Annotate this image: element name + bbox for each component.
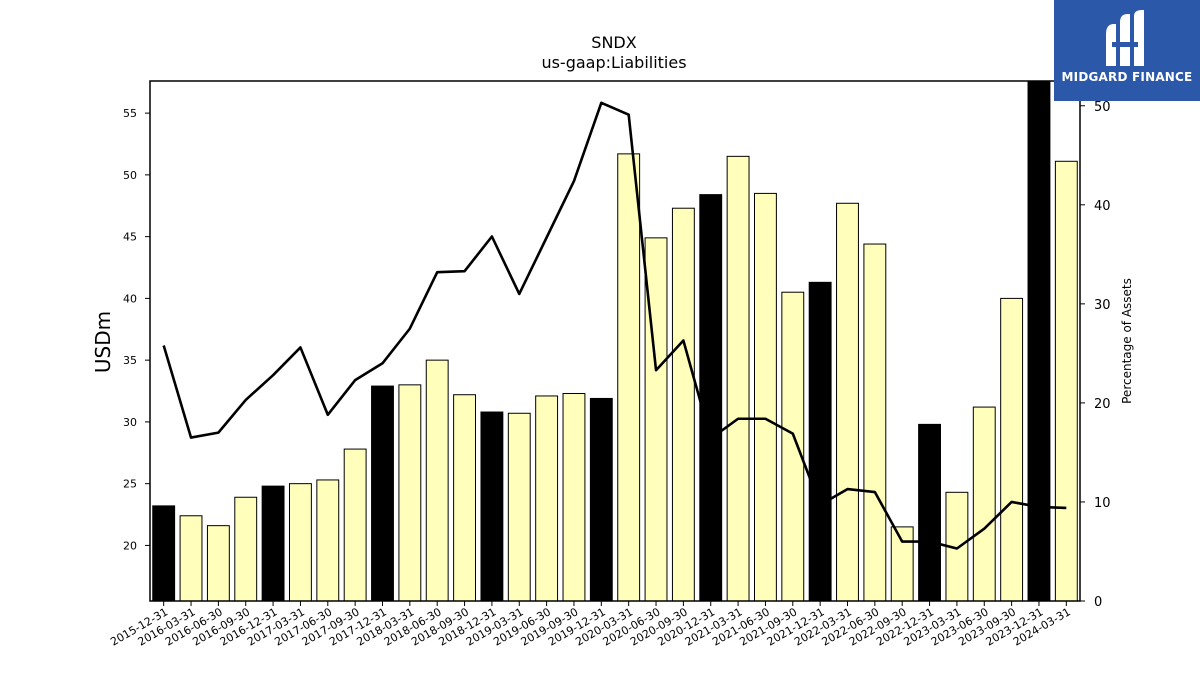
y2-tick-label: 50 bbox=[1094, 100, 1111, 115]
bar bbox=[398, 384, 422, 602]
y-tick-label: 40 bbox=[123, 292, 137, 305]
bar bbox=[808, 281, 832, 602]
bar bbox=[589, 397, 613, 602]
y-tick-label: 50 bbox=[123, 169, 137, 182]
logo-mark-icon bbox=[1106, 10, 1144, 66]
y2-tick-label: 0 bbox=[1094, 595, 1102, 610]
bar bbox=[1000, 297, 1024, 602]
y-tick-label: 55 bbox=[123, 107, 137, 120]
bar bbox=[152, 505, 176, 602]
bar bbox=[507, 412, 531, 602]
y-axis-label: USDm bbox=[91, 311, 115, 373]
y-tick-label: 45 bbox=[123, 231, 137, 244]
bar bbox=[261, 485, 285, 602]
plot-frame bbox=[149, 80, 1081, 602]
bar bbox=[206, 525, 230, 602]
bar bbox=[1027, 80, 1051, 602]
percentage-line bbox=[162, 101, 1067, 550]
bar bbox=[617, 153, 641, 602]
logo-text: MIDGARD FINANCE bbox=[1061, 70, 1193, 84]
bar bbox=[535, 395, 559, 602]
bar bbox=[918, 423, 941, 602]
bar bbox=[671, 207, 695, 602]
bar bbox=[425, 359, 449, 602]
chart-subtitle: us-gaap:Liabilities bbox=[541, 53, 686, 72]
bar bbox=[316, 479, 340, 602]
bar bbox=[343, 448, 367, 602]
bar bbox=[699, 194, 723, 602]
chart-title: SNDX bbox=[591, 33, 636, 52]
bar bbox=[754, 192, 777, 602]
y2-tick-label: 30 bbox=[1094, 298, 1111, 313]
bar bbox=[1054, 160, 1078, 602]
bar bbox=[836, 202, 859, 602]
bar bbox=[972, 406, 996, 602]
bar bbox=[562, 392, 586, 602]
bar bbox=[371, 385, 394, 602]
bar bbox=[890, 526, 914, 602]
bar bbox=[179, 515, 203, 602]
y2-tick-label: 20 bbox=[1094, 397, 1111, 412]
bar bbox=[289, 483, 312, 602]
y-tick-label: 25 bbox=[123, 478, 137, 491]
bar bbox=[234, 496, 258, 602]
bar bbox=[863, 243, 887, 602]
y-tick-label: 30 bbox=[123, 416, 137, 429]
bars-group bbox=[152, 80, 1078, 602]
bar bbox=[781, 291, 805, 602]
bar bbox=[726, 155, 750, 602]
line-layer bbox=[162, 101, 1067, 550]
bar bbox=[453, 394, 476, 602]
y-tick-label: 35 bbox=[123, 354, 137, 367]
y2-tick-label: 40 bbox=[1094, 199, 1111, 214]
bar bbox=[480, 411, 504, 602]
brand-logo: MIDGARD FINANCE bbox=[1054, 0, 1200, 101]
y2-axis-label: Percentage of Assets bbox=[1120, 278, 1134, 404]
y-tick-label: 20 bbox=[123, 539, 137, 552]
y2-tick-label: 10 bbox=[1094, 496, 1111, 511]
